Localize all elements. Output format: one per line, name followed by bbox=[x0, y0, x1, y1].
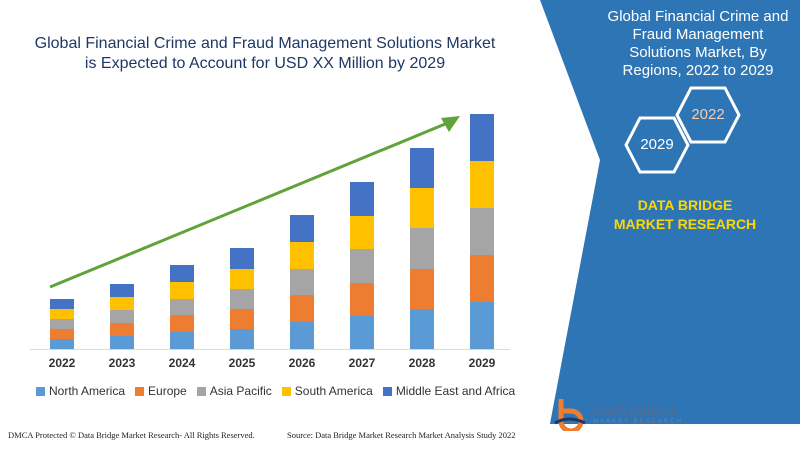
hexagon-2022-icon bbox=[675, 86, 741, 144]
legend-swatch bbox=[281, 386, 291, 396]
bar-segment-2026-4 bbox=[290, 215, 314, 242]
bar-segment-2024-0 bbox=[170, 332, 194, 349]
stacked-bar-chart: 2022 2023 2024 2025 2026 2027 2028 2029 bbox=[30, 114, 510, 370]
bar-segment-2029-4 bbox=[470, 114, 494, 161]
hexagon-2029-icon bbox=[624, 116, 690, 174]
legend-label: Asia Pacific bbox=[209, 384, 272, 398]
bar-segment-2028-4 bbox=[410, 148, 434, 188]
bar-segment-2027-1 bbox=[350, 283, 374, 316]
bar-segment-2028-1 bbox=[410, 269, 434, 309]
bar-segment-2028-3 bbox=[410, 188, 434, 228]
panel-title: Global Financial Crime and Fraud Managem… bbox=[607, 8, 789, 79]
legend-swatch bbox=[382, 386, 392, 396]
bar-segment-2028-2 bbox=[410, 228, 434, 269]
bar-segment-2027-3 bbox=[350, 216, 374, 249]
legend-item: Europe bbox=[135, 384, 187, 398]
bar-segment-2028-0 bbox=[410, 309, 434, 349]
bar-segment-2025-2 bbox=[230, 289, 254, 309]
bar-segment-2027-2 bbox=[350, 249, 374, 283]
x-tick-label: 2025 bbox=[229, 356, 256, 370]
bar-segment-2024-3 bbox=[170, 282, 194, 299]
bar-segment-2023-1 bbox=[110, 323, 134, 336]
bar-segment-2026-3 bbox=[290, 242, 314, 269]
bar-segment-2023-3 bbox=[110, 297, 134, 310]
bar-segment-2024-2 bbox=[170, 299, 194, 315]
x-tick-label: 2026 bbox=[289, 356, 316, 370]
bar-segment-2025-0 bbox=[230, 329, 254, 349]
brand-text: DATA BRIDGE MARKET RESEARCH bbox=[613, 197, 757, 232]
x-tick-label: 2023 bbox=[109, 356, 136, 370]
bar-segment-2029-0 bbox=[470, 302, 494, 349]
legend-swatch bbox=[135, 386, 145, 396]
legend-label: North America bbox=[49, 384, 126, 398]
bar-segment-2029-1 bbox=[470, 255, 494, 302]
legend-item: South America bbox=[281, 384, 373, 398]
logo-icon bbox=[554, 399, 586, 431]
bar-segment-2025-3 bbox=[230, 269, 254, 289]
bar-segment-2026-1 bbox=[290, 295, 314, 322]
bar-segment-2025-1 bbox=[230, 309, 254, 329]
bar-segment-2022-3 bbox=[50, 309, 74, 319]
legend-label: South America bbox=[294, 384, 373, 398]
legend-label: Middle East and Africa bbox=[395, 384, 516, 398]
logo: DATA BRIDGE MARKET RESEARCH bbox=[553, 397, 683, 431]
legend-item: North America bbox=[36, 384, 125, 398]
footer-source: Source: Data Bridge Market Research Mark… bbox=[287, 430, 516, 440]
chart-title: Global Financial Crime and Fraud Managem… bbox=[34, 35, 496, 72]
legend-swatch bbox=[196, 386, 206, 396]
logo-text: DATA BRIDGE bbox=[593, 403, 678, 418]
bar-segment-2026-2 bbox=[290, 269, 314, 295]
x-tick-label: 2028 bbox=[409, 356, 436, 370]
bar-segment-2029-2 bbox=[470, 208, 494, 255]
hex-label-2029: 2029 bbox=[640, 136, 674, 153]
bar-segment-2026-0 bbox=[290, 322, 314, 349]
bar-segment-2029-3 bbox=[470, 161, 494, 208]
logo-subtext: MARKET RESEARCH bbox=[593, 419, 683, 425]
chart-legend: North America Europe Asia Pacific South Ame… bbox=[36, 384, 515, 398]
bar-segment-2023-4 bbox=[110, 284, 134, 297]
hex-label-2022: 2022 bbox=[691, 106, 725, 123]
bar-segment-2022-4 bbox=[50, 299, 74, 309]
legend-label: Europe bbox=[148, 384, 187, 398]
trend-arrow-head bbox=[441, 116, 460, 132]
trend-arrow-line bbox=[49, 120, 451, 289]
x-tick-label: 2029 bbox=[469, 356, 496, 370]
bar-segment-2025-4 bbox=[230, 248, 254, 269]
footer-copyright: DMCA Protected © Data Bridge Market Rese… bbox=[8, 430, 255, 440]
x-tick-label: 2024 bbox=[169, 356, 196, 370]
bar-segment-2024-4 bbox=[170, 265, 194, 282]
bar-segment-2027-0 bbox=[350, 316, 374, 349]
bar-segment-2027-4 bbox=[350, 182, 374, 216]
bar-segment-2024-1 bbox=[170, 315, 194, 332]
bar-segment-2022-1 bbox=[50, 329, 74, 339]
legend-item: Asia Pacific bbox=[196, 384, 272, 398]
legend-swatch bbox=[36, 386, 45, 396]
bar-segment-2023-2 bbox=[110, 310, 134, 323]
bar-segment-2023-0 bbox=[110, 336, 134, 349]
x-tick-label: 2022 bbox=[49, 356, 76, 370]
bar-segment-2022-0 bbox=[50, 339, 74, 349]
bar-segment-2022-2 bbox=[50, 319, 74, 329]
x-tick-label: 2027 bbox=[349, 356, 376, 370]
legend-item: Middle East and Africa bbox=[382, 384, 516, 398]
